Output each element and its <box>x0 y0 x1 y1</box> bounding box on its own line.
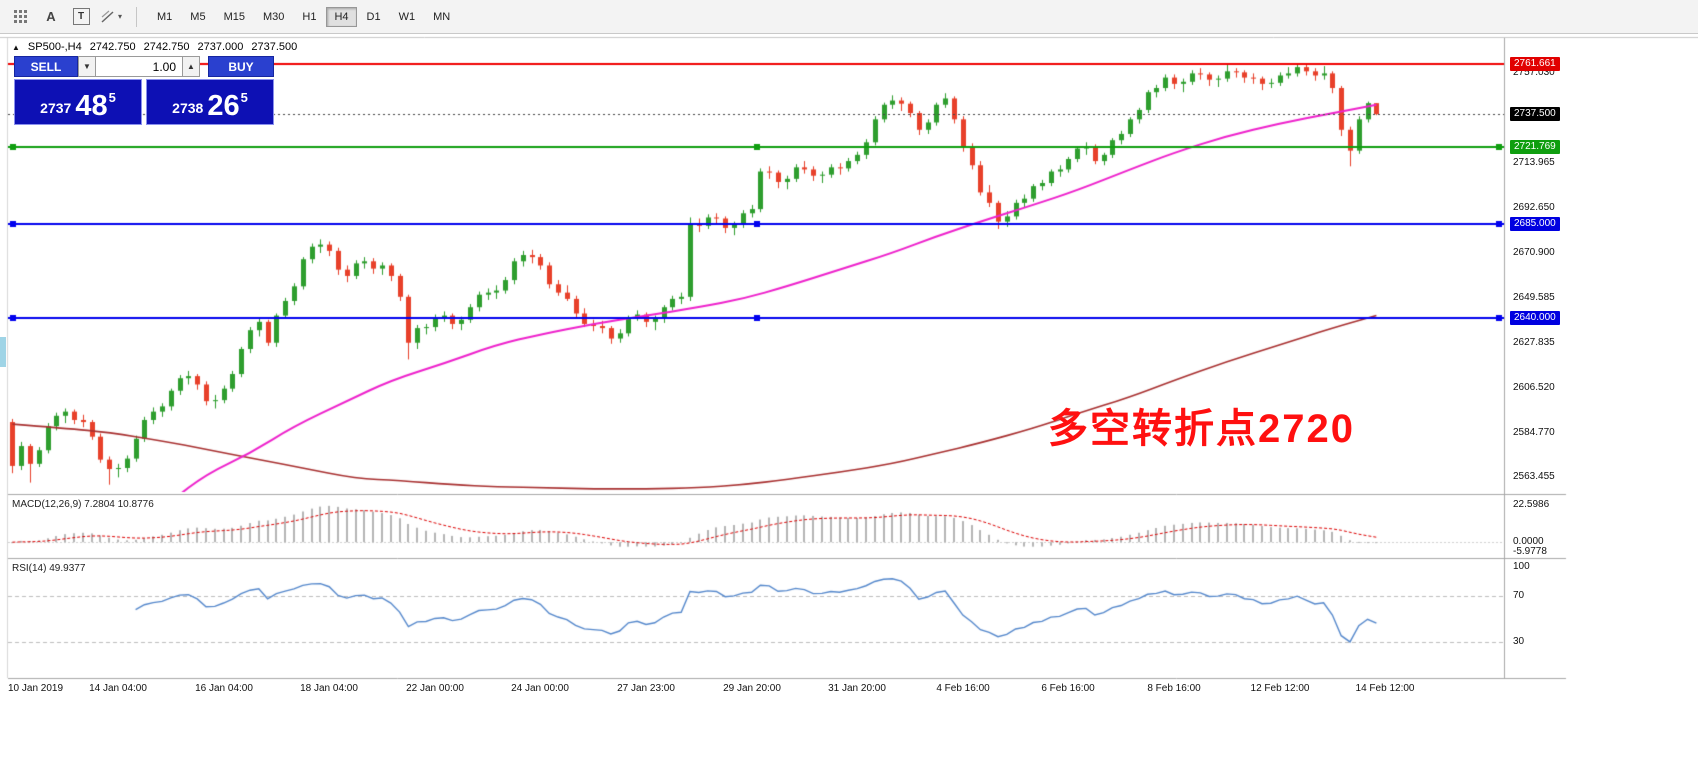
price-tick: 2713.965 <box>1513 157 1555 168</box>
text-label-icon[interactable]: A <box>38 5 64 29</box>
trade-controls-row: SELL ▼ ▲ BUY <box>14 56 278 77</box>
sell-price-display[interactable]: 2737 48 5 <box>14 79 142 125</box>
one-click-trading-panel: SELL ▼ ▲ BUY 2737 48 5 2738 26 5 <box>14 56 278 125</box>
chevron-down-icon: ▾ <box>117 12 122 21</box>
time-tick: 22 Jan 00:00 <box>406 683 464 694</box>
time-tick: 4 Feb 16:00 <box>936 683 990 694</box>
time-axis[interactable]: 10 Jan 2019 14 Jan 04:00 16 Jan 04:00 18 Ja… <box>0 681 1504 698</box>
macd-label: MACD(12,26,9) 7.2804 10.8776 <box>12 499 154 510</box>
trade-prices-row: 2737 48 5 2738 26 5 <box>14 79 278 125</box>
price-tick: 2627.835 <box>1513 337 1555 348</box>
rsi-tick: 70 <box>1513 590 1525 601</box>
time-tick: 27 Jan 23:00 <box>617 683 675 694</box>
time-tick: 14 Feb 12:00 <box>1355 683 1415 694</box>
dock-edge-artifact <box>0 337 6 367</box>
buy-price-pipette: 5 <box>240 90 248 105</box>
price-tick: 2757.030 <box>1513 67 1555 78</box>
price-tick: 2692.650 <box>1513 202 1555 213</box>
volume-input[interactable] <box>96 56 182 77</box>
price-tag: 2721.769 <box>1510 140 1560 154</box>
timeframe-h4[interactable]: H4 <box>326 6 357 27</box>
timeframe-h1[interactable]: H1 <box>302 10 317 23</box>
time-tick: 29 Jan 20:00 <box>723 683 781 694</box>
time-tick: 24 Jan 00:00 <box>511 683 569 694</box>
macd-tick: 0.0000 <box>1513 536 1544 547</box>
sell-price-main: 2737 <box>40 100 72 116</box>
collapse-triangle-icon[interactable]: ▲ <box>12 42 20 52</box>
sell-price-pipette: 5 <box>108 90 116 105</box>
buy-price-display[interactable]: 2738 26 5 <box>146 79 274 125</box>
tile-windows-icon[interactable] <box>8 5 34 29</box>
price-tick: 2606.520 <box>1513 382 1555 393</box>
price-tick: 2584.770 <box>1513 427 1555 438</box>
volume-decrease-button[interactable]: ▼ <box>78 56 96 77</box>
timeframe-d1[interactable]: D1 <box>366 10 381 23</box>
chart-annotation[interactable]: 多空转折点2720 <box>1048 407 1355 451</box>
ohlc-close: 2737.500 <box>251 41 298 53</box>
rsi-tick: 30 <box>1513 636 1525 647</box>
macd-tick: -5.9778 <box>1513 546 1547 557</box>
rsi-tick: 100 <box>1513 561 1530 572</box>
chart-header: ▲ SP500-,H4 2742.750 2742.750 2737.000 2… <box>12 41 297 53</box>
time-tick: 18 Jan 04:00 <box>300 683 358 694</box>
timeframe-m30[interactable]: M30 <box>262 10 285 23</box>
buy-button[interactable]: BUY <box>208 56 274 77</box>
timeframe-w1[interactable]: W1 <box>398 10 416 23</box>
price-tag: 2761.661 <box>1510 57 1560 71</box>
time-tick: 12 Feb 12:00 <box>1250 683 1310 694</box>
volume-increase-button[interactable]: ▲ <box>182 56 200 77</box>
price-tick: 2649.585 <box>1513 292 1555 303</box>
timeframe-m15[interactable]: M15 <box>223 10 245 23</box>
price-tag: 2737.500 <box>1510 107 1560 121</box>
price-tick: 2563.455 <box>1513 471 1555 482</box>
time-tick: 6 Feb 16:00 <box>1041 683 1095 694</box>
text-box-glyph: T <box>72 8 90 25</box>
timeframe-buttons: M1 M5 M15 M30 H1 H4 D1 W1 MN <box>149 6 458 27</box>
time-tick: 31 Jan 20:00 <box>828 683 886 694</box>
toolbar-separator <box>136 6 137 27</box>
price-tag: 2685.000 <box>1510 217 1560 231</box>
price-tick: 2670.900 <box>1513 247 1555 258</box>
buy-price-main: 2738 <box>172 100 204 116</box>
sell-button[interactable]: SELL <box>14 56 78 77</box>
time-tick: 16 Jan 04:00 <box>195 683 253 694</box>
timeframe-m1[interactable]: M1 <box>157 10 173 23</box>
symbol-label: SP500-,H4 <box>27 41 82 53</box>
time-tick: 14 Jan 04:00 <box>89 683 147 694</box>
timeframe-m5[interactable]: M5 <box>190 10 206 23</box>
ohlc-open: 2742.750 <box>89 41 136 53</box>
toolbar: A T ▾ M1 M5 M15 M30 H1 H4 D1 W1 MN <box>0 0 1698 34</box>
price-tag: 2640.000 <box>1510 311 1560 325</box>
line-studies-icon[interactable]: ▾ <box>98 5 124 29</box>
time-tick: 10 Jan 2019 <box>8 683 64 694</box>
rsi-label: RSI(14) 49.9377 <box>12 563 86 574</box>
timeframe-mn[interactable]: MN <box>433 10 451 23</box>
text-box-icon[interactable]: T <box>68 5 94 29</box>
ohlc-high: 2742.750 <box>143 41 190 53</box>
ohlc-low: 2737.000 <box>197 41 244 53</box>
macd-tick: 22.5986 <box>1513 499 1550 510</box>
text-label-glyph: A <box>46 9 56 24</box>
price-axis[interactable]: 2757.030 2713.965 2692.650 2670.900 2649.585… <box>1504 0 1698 758</box>
buy-price-pips: 26 <box>207 90 240 123</box>
time-tick: 8 Feb 16:00 <box>1147 683 1201 694</box>
sell-price-pips: 48 <box>75 90 108 123</box>
